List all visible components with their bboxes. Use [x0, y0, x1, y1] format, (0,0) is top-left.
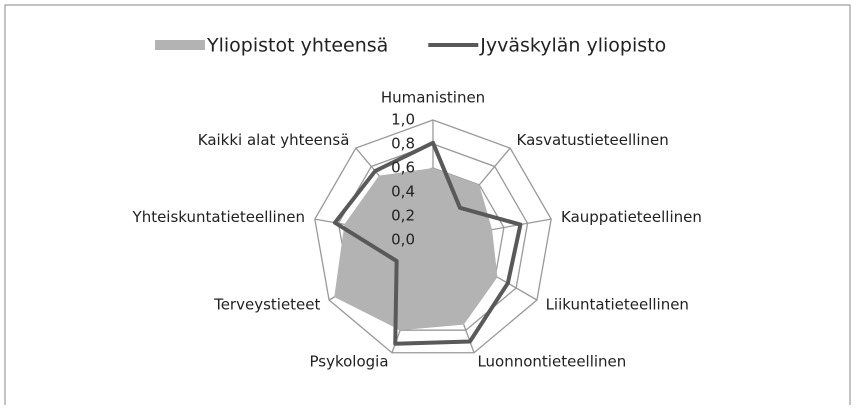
grid-ring — [314, 119, 552, 354]
legend-swatch — [155, 40, 205, 50]
tick-label: 0,6 — [391, 159, 415, 177]
category-label: Kaikki alat yhteensä — [198, 131, 350, 149]
chart-border — [4, 4, 851, 405]
category-label: Kauppatieteellinen — [561, 208, 702, 226]
category-label: Liikuntatieteellinen — [546, 296, 689, 314]
category-label: Psykologia — [310, 353, 389, 371]
legend-label: Yliopistot yhteensä — [206, 35, 388, 57]
series-area — [334, 168, 498, 331]
category-label: Humanistinen — [381, 89, 485, 107]
category-label: Yhteiskuntatieteellinen — [132, 208, 305, 226]
category-label: Terveystieteet — [213, 296, 320, 314]
category-label: Luonnontieteellinen — [477, 353, 626, 371]
tick-label: 1,0 — [391, 111, 415, 129]
series-line — [332, 140, 523, 346]
tick-label: 0,2 — [391, 207, 415, 225]
tick-label: 0,8 — [391, 135, 415, 153]
category-label: Kasvatustieteellinen — [517, 131, 669, 149]
tick-label: 0,0 — [391, 231, 415, 249]
tick-label: 0,4 — [391, 183, 415, 201]
legend-label: Jyväskylän yliopisto — [479, 35, 666, 57]
